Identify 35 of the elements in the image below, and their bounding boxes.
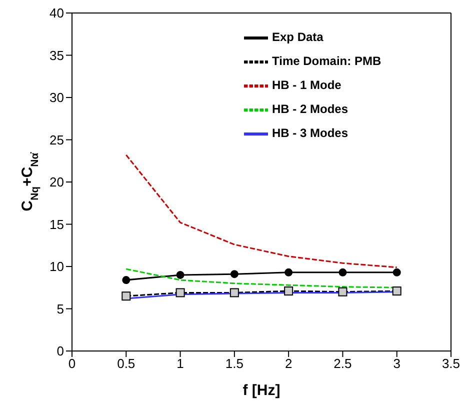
- legend-label: Time Domain: PMB: [272, 54, 382, 68]
- y-tick-label: 40: [50, 6, 64, 21]
- x-tick-label: 3: [393, 356, 400, 372]
- y-tick-label: 35: [50, 48, 64, 63]
- point: [122, 276, 130, 284]
- x-tick-label: 1: [176, 356, 184, 372]
- x-tick-label: 2: [284, 356, 292, 372]
- point: [338, 287, 348, 296]
- legend-label: Exp Data: [272, 30, 324, 44]
- point: [176, 270, 184, 279]
- point: [176, 288, 185, 298]
- legend-label: HB - 2 Modes: [272, 102, 348, 116]
- point: [230, 288, 239, 298]
- legend-label: HB - 3 Modes: [272, 126, 348, 140]
- point: [284, 286, 294, 296]
- point: [338, 268, 347, 276]
- legend-label: HB - 1 Mode: [272, 78, 342, 92]
- y-tick-label: 0: [56, 344, 64, 359]
- x-tick-label: 3.5: [442, 356, 460, 372]
- y-tick-label: 25: [50, 132, 64, 148]
- y-tick-label: 30: [50, 90, 64, 106]
- y-tick-label: 5: [56, 301, 64, 316]
- point: [230, 270, 238, 278]
- x-tick-label: 2.5: [334, 356, 352, 372]
- point: [392, 268, 401, 276]
- point: [122, 292, 131, 301]
- point: [392, 286, 402, 296]
- y-tick-label: 10: [50, 259, 64, 274]
- x-axis-title: f [Hz]: [242, 382, 280, 399]
- x-tick-label: 1.5: [225, 356, 244, 372]
- point: [284, 268, 293, 276]
- x-tick-label: 0: [68, 356, 76, 372]
- y-tick-label: 20: [50, 174, 64, 190]
- y-tick-label: 15: [50, 216, 64, 232]
- x-tick-label: 0.5: [117, 356, 136, 372]
